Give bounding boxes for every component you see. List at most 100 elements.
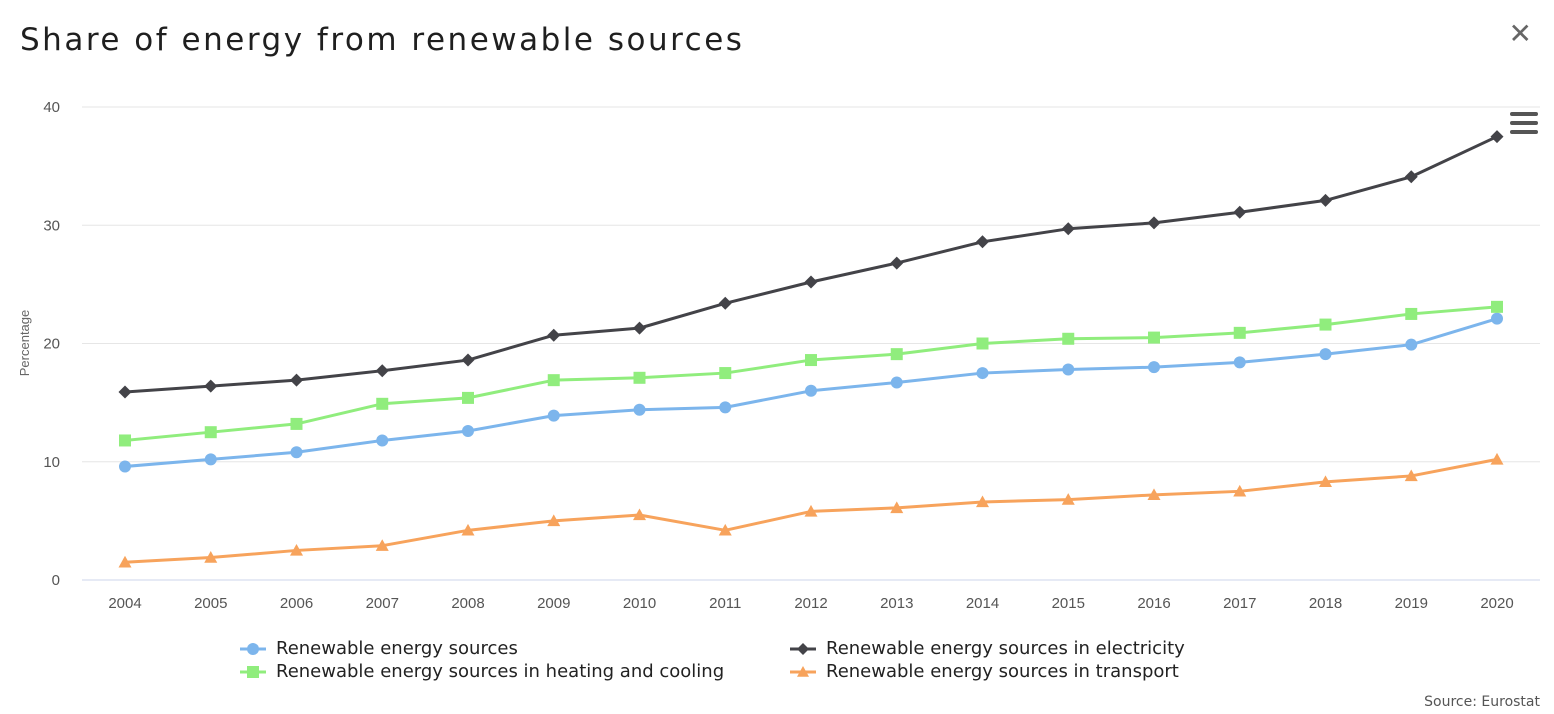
data-point[interactable] — [805, 354, 817, 367]
x-tick-label: 2013 — [880, 595, 913, 612]
data-point[interactable] — [290, 417, 303, 430]
y-tick-label: 10 — [43, 454, 60, 471]
data-point[interactable] — [719, 367, 732, 380]
x-tick-label: 2018 — [1309, 595, 1342, 612]
data-point[interactable] — [633, 371, 646, 384]
data-point[interactable] — [1147, 216, 1161, 230]
data-point[interactable] — [1491, 312, 1503, 325]
data-point[interactable] — [804, 504, 818, 517]
data-point[interactable] — [976, 235, 989, 249]
data-point[interactable] — [890, 256, 904, 270]
data-point[interactable] — [1319, 475, 1332, 488]
data-point[interactable] — [204, 426, 217, 439]
data-point[interactable] — [204, 379, 218, 393]
data-point[interactable] — [1233, 484, 1247, 497]
data-point[interactable] — [1490, 452, 1504, 465]
legend-item[interactable]: Renewable energy sources — [240, 638, 518, 659]
data-point[interactable] — [1147, 488, 1161, 501]
data-point[interactable] — [1491, 300, 1503, 313]
data-point[interactable] — [1319, 193, 1332, 207]
data-point[interactable] — [718, 523, 732, 536]
data-point[interactable] — [461, 353, 475, 367]
x-tick-label: 2006 — [280, 595, 313, 612]
data-point[interactable] — [1062, 332, 1075, 345]
data-point[interactable] — [118, 385, 132, 399]
data-point[interactable] — [119, 434, 131, 447]
data-point[interactable] — [204, 453, 217, 466]
y-tick-label: 40 — [43, 99, 60, 116]
data-point[interactable] — [1319, 318, 1332, 331]
data-point[interactable] — [547, 374, 560, 387]
data-point[interactable] — [547, 328, 561, 342]
y-tick-label: 20 — [43, 336, 60, 353]
legend-item[interactable]: Renewable energy sources in transport — [790, 661, 1179, 682]
data-point[interactable] — [376, 434, 389, 447]
y-tick-label: 0 — [52, 572, 60, 589]
menu-icon[interactable] — [1510, 112, 1538, 136]
data-point[interactable] — [376, 397, 389, 410]
data-point[interactable] — [718, 296, 732, 310]
legend-item[interactable]: Renewable energy sources in electricity — [790, 638, 1185, 659]
data-point[interactable] — [1148, 331, 1160, 344]
y-axis-title: Percentage — [17, 310, 32, 377]
data-point[interactable] — [890, 501, 904, 514]
data-point[interactable] — [805, 384, 817, 397]
series-diamond — [118, 130, 1504, 399]
data-point[interactable] — [118, 555, 132, 568]
data-point[interactable] — [547, 514, 561, 527]
data-point[interactable] — [976, 495, 989, 508]
data-point[interactable] — [375, 539, 389, 551]
data-point[interactable] — [204, 551, 218, 563]
data-point[interactable] — [119, 460, 131, 473]
series-group — [118, 130, 1504, 568]
data-point[interactable] — [890, 348, 903, 361]
close-icon[interactable]: ✕ — [1508, 17, 1532, 50]
data-point[interactable] — [1061, 222, 1075, 236]
data-point[interactable] — [1233, 326, 1246, 339]
data-point[interactable] — [290, 373, 303, 387]
legend-item[interactable]: Renewable energy sources in heating and … — [240, 661, 724, 682]
data-point[interactable] — [633, 321, 646, 335]
data-point[interactable] — [290, 446, 303, 459]
data-point[interactable] — [1148, 361, 1160, 374]
data-point[interactable] — [976, 367, 989, 380]
data-point[interactable] — [890, 376, 903, 389]
data-point[interactable] — [1062, 363, 1075, 376]
data-point[interactable] — [1490, 130, 1504, 144]
x-axis-tick-labels: 2004 2005 2006 2007 2008 2009 2010 2011 2012 2013… — [108, 595, 1513, 612]
data-point[interactable] — [804, 275, 818, 289]
legend-label: Renewable energy sources — [276, 638, 518, 659]
data-point[interactable] — [1233, 356, 1246, 369]
x-tick-label: 2011 — [709, 595, 741, 612]
x-tick-label: 2008 — [451, 595, 484, 612]
data-point[interactable] — [976, 337, 989, 350]
source-note: Source: Eurostat — [1424, 694, 1540, 710]
data-point[interactable] — [1404, 170, 1418, 184]
x-tick-label: 2014 — [966, 595, 999, 612]
data-point[interactable] — [375, 364, 389, 378]
data-point[interactable] — [462, 425, 474, 438]
legend-label: Renewable energy sources in transport — [826, 661, 1179, 682]
data-point[interactable] — [633, 508, 646, 521]
data-point[interactable] — [1405, 338, 1418, 351]
chart-title: Share of energy from renewable sources — [20, 22, 745, 58]
x-tick-label: 2016 — [1137, 595, 1170, 612]
data-point[interactable] — [290, 543, 303, 556]
x-tick-label: 2004 — [108, 595, 141, 612]
legend-symbol — [240, 642, 266, 655]
data-point[interactable] — [633, 403, 646, 416]
data-point[interactable] — [1319, 348, 1332, 361]
data-point[interactable] — [547, 409, 560, 422]
x-tick-label: 2009 — [537, 595, 570, 612]
data-point[interactable] — [1233, 205, 1247, 219]
data-point[interactable] — [1405, 307, 1418, 320]
data-point[interactable] — [461, 523, 475, 536]
data-point[interactable] — [719, 401, 732, 414]
y-tick-label: 30 — [43, 217, 60, 234]
data-point[interactable] — [462, 391, 474, 404]
data-point[interactable] — [1404, 469, 1418, 482]
x-tick-label: 2012 — [794, 595, 827, 612]
series-line — [124, 305, 1498, 442]
data-point[interactable] — [1061, 493, 1075, 505]
